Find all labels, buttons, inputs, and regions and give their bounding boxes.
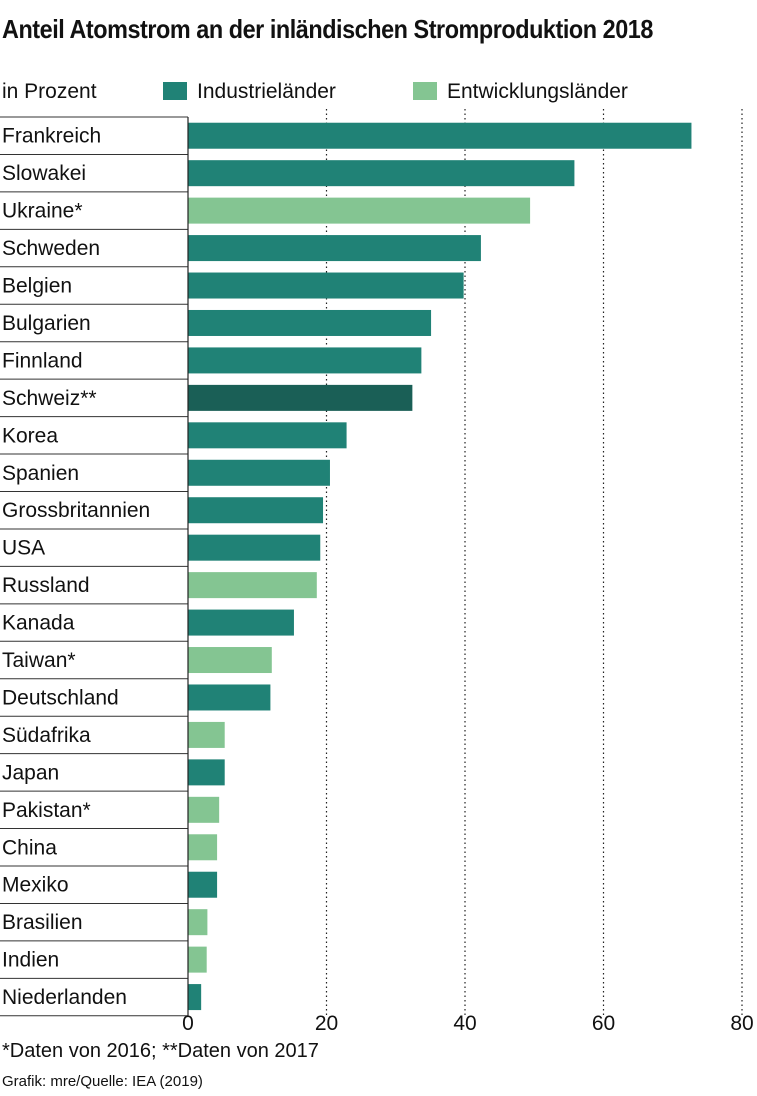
x-tick-label: 60 — [592, 1012, 615, 1035]
bar — [188, 309, 432, 336]
legend-industrial-label: Industrieländer — [197, 80, 336, 103]
category-label: Mexiko — [2, 874, 69, 897]
bar — [188, 347, 422, 374]
category-label: Schweden — [2, 237, 100, 260]
bar — [188, 459, 330, 486]
bar — [188, 197, 531, 224]
bar — [188, 534, 321, 561]
bar — [188, 235, 481, 262]
category-label: Kanada — [2, 612, 75, 635]
category-label: Brasilien — [2, 911, 83, 934]
bar — [188, 796, 220, 823]
bar — [188, 909, 208, 936]
bar — [188, 946, 207, 973]
bar — [188, 721, 225, 748]
unit-label: in Prozent — [2, 80, 97, 103]
legend-industrial: Industrieländer — [163, 80, 336, 104]
bar — [188, 834, 218, 861]
x-tick-label: 0 — [182, 1012, 194, 1035]
category-label: Niederlanden — [2, 986, 127, 1009]
bar — [188, 122, 692, 149]
category-label: Bulgarien — [2, 312, 91, 335]
category-label: Ukraine* — [2, 200, 83, 223]
category-label: Frankreich — [2, 125, 101, 148]
category-label: Indien — [2, 949, 59, 972]
category-label: Japan — [2, 761, 59, 784]
category-label: China — [2, 836, 57, 859]
footnote: *Daten von 2016; **Daten von 2017 — [2, 1040, 319, 1062]
bar — [188, 384, 413, 411]
bar — [188, 422, 347, 449]
category-label: Deutschland — [2, 686, 119, 709]
category-label: Schweiz** — [2, 387, 97, 410]
bar — [188, 984, 202, 1011]
category-label: USA — [2, 537, 45, 560]
bar — [188, 684, 271, 711]
x-tick-label: 40 — [453, 1012, 476, 1035]
category-label: Südafrika — [2, 724, 91, 747]
category-label: Belgien — [2, 275, 72, 298]
source-credit: Grafik: mre/Quelle: IEA (2019) — [2, 1073, 203, 1090]
category-label: Russland — [2, 574, 90, 597]
bar — [188, 497, 324, 524]
category-label: Slowakei — [2, 162, 86, 185]
category-label: Grossbritannien — [2, 499, 150, 522]
x-tick-label: 20 — [315, 1012, 338, 1035]
legend-developing-label: Entwicklungsländer — [447, 80, 628, 103]
legend-developing-swatch — [413, 82, 437, 100]
bar — [188, 272, 464, 299]
bar — [188, 572, 317, 599]
category-label: Spanien — [2, 462, 79, 485]
legend-developing: Entwicklungsländer — [413, 80, 628, 104]
legend-industrial-swatch — [163, 82, 187, 100]
category-label: Pakistan* — [2, 799, 91, 822]
bar — [188, 160, 575, 187]
bar — [188, 871, 218, 898]
category-label: Korea — [2, 424, 58, 447]
bar — [188, 759, 225, 786]
chart-title: Anteil Atomstrom an der inländischen Str… — [2, 14, 653, 44]
bar — [188, 609, 294, 636]
x-tick-label: 80 — [730, 1012, 753, 1035]
category-label: Taiwan* — [2, 649, 76, 672]
bar — [188, 647, 272, 674]
category-label: Finnland — [2, 349, 83, 372]
